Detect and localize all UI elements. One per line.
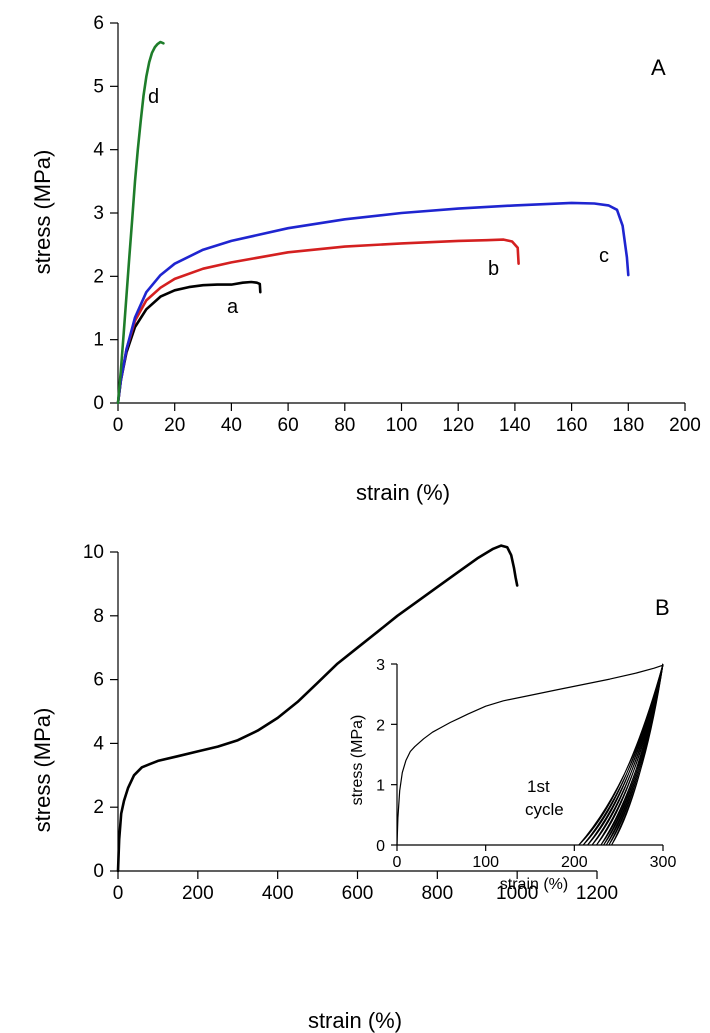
x-tick-label: 0 xyxy=(113,883,124,904)
x-tick-label: 400 xyxy=(262,883,294,904)
y-tick-label: 1 xyxy=(376,778,385,795)
x-tick-label: 0 xyxy=(113,415,124,436)
x-tick-label: 600 xyxy=(342,883,374,904)
x-ticks-b: 0 200 400 600 800 1000 1200 xyxy=(113,871,618,904)
series-group-inset xyxy=(396,663,664,846)
curve-label-d: d xyxy=(148,86,159,108)
y-tick-label: 0 xyxy=(93,393,104,414)
x-tick-label: 200 xyxy=(182,883,214,904)
panel-label-b: B xyxy=(655,595,670,620)
x-tick-label: 800 xyxy=(421,883,453,904)
x-tick-label: 1200 xyxy=(576,883,618,904)
y-axis-label-inset: stress (MPa) xyxy=(349,715,366,806)
series-group-b xyxy=(116,544,519,873)
series-line-c xyxy=(116,201,630,405)
curve-label-c: c xyxy=(599,245,609,267)
hysteresis-loop xyxy=(611,663,664,846)
series-line-a xyxy=(116,280,262,405)
y-axis-label-b: stress (MPa) xyxy=(30,708,55,833)
x-tick-label: 140 xyxy=(499,415,531,436)
hysteresis-loop xyxy=(596,663,664,846)
y-tick-label: 5 xyxy=(93,76,104,97)
x-tick-label: 40 xyxy=(221,415,242,436)
annotation-first-cycle-1: 1st xyxy=(527,777,550,796)
series-line-b xyxy=(116,238,520,405)
y-tick-label: 0 xyxy=(93,861,104,882)
curve-label-b: b xyxy=(488,258,499,280)
y-tick-label: 2 xyxy=(93,797,104,818)
x-tick-label: 200 xyxy=(561,854,588,871)
series-line-1 xyxy=(116,544,519,873)
y-ticks-b: 0 2 4 6 8 10 xyxy=(83,542,118,882)
y-ticks-inset: 0 1 2 3 xyxy=(376,657,397,855)
x-axis-label-inset: strain (%) xyxy=(500,876,568,893)
x-tick-label: 100 xyxy=(386,415,418,436)
x-tick-label: 0 xyxy=(393,854,402,871)
y-tick-label: 1 xyxy=(93,330,104,351)
y-tick-label: 10 xyxy=(83,542,104,563)
y-tick-label: 3 xyxy=(376,657,385,674)
x-tick-label: 60 xyxy=(278,415,299,436)
y-tick-label: 8 xyxy=(93,606,104,627)
axes-b xyxy=(117,552,597,872)
x-axis-label-b: strain (%) xyxy=(308,1008,402,1033)
x-tick-label: 160 xyxy=(556,415,588,436)
series-group-a xyxy=(116,40,630,405)
x-tick-label: 300 xyxy=(650,854,677,871)
x-ticks-a: 0 20 40 60 80 100 120 140 160 180 200 xyxy=(113,403,701,436)
y-tick-label: 6 xyxy=(93,670,104,691)
series-line-d xyxy=(116,40,165,405)
x-tick-label: 180 xyxy=(612,415,644,436)
annotation-first-cycle-2: cycle xyxy=(525,800,564,819)
x-axis-label-a: strain (%) xyxy=(356,480,450,505)
y-tick-label: 6 xyxy=(93,13,104,34)
x-tick-label: 20 xyxy=(164,415,185,436)
x-tick-label: 1000 xyxy=(496,883,538,904)
curve-label-a: a xyxy=(227,296,239,318)
y-tick-label: 4 xyxy=(93,140,104,161)
x-tick-label: 80 xyxy=(334,415,355,436)
x-tick-label: 100 xyxy=(472,854,499,871)
y-tick-label: 2 xyxy=(376,717,385,734)
y-tick-label: 0 xyxy=(376,838,385,855)
panel-label-a: A xyxy=(651,55,666,80)
y-axis-label-a: stress (MPa) xyxy=(30,150,55,275)
chart-panel-a: 0 20 40 60 80 100 120 140 160 180 200 0 1 2 3 4 5 6 A st… xyxy=(30,13,701,505)
y-tick-label: 2 xyxy=(93,266,104,287)
y-tick-label: 4 xyxy=(93,733,104,754)
axes-inset xyxy=(396,664,663,846)
x-ticks-inset: 0 100 200 300 xyxy=(393,845,677,871)
y-tick-label: 3 xyxy=(93,203,104,224)
y-ticks-a: 0 1 2 3 4 5 6 xyxy=(93,13,118,414)
x-tick-label: 200 xyxy=(669,415,701,436)
series-line-1 xyxy=(396,664,664,846)
x-tick-label: 120 xyxy=(442,415,474,436)
